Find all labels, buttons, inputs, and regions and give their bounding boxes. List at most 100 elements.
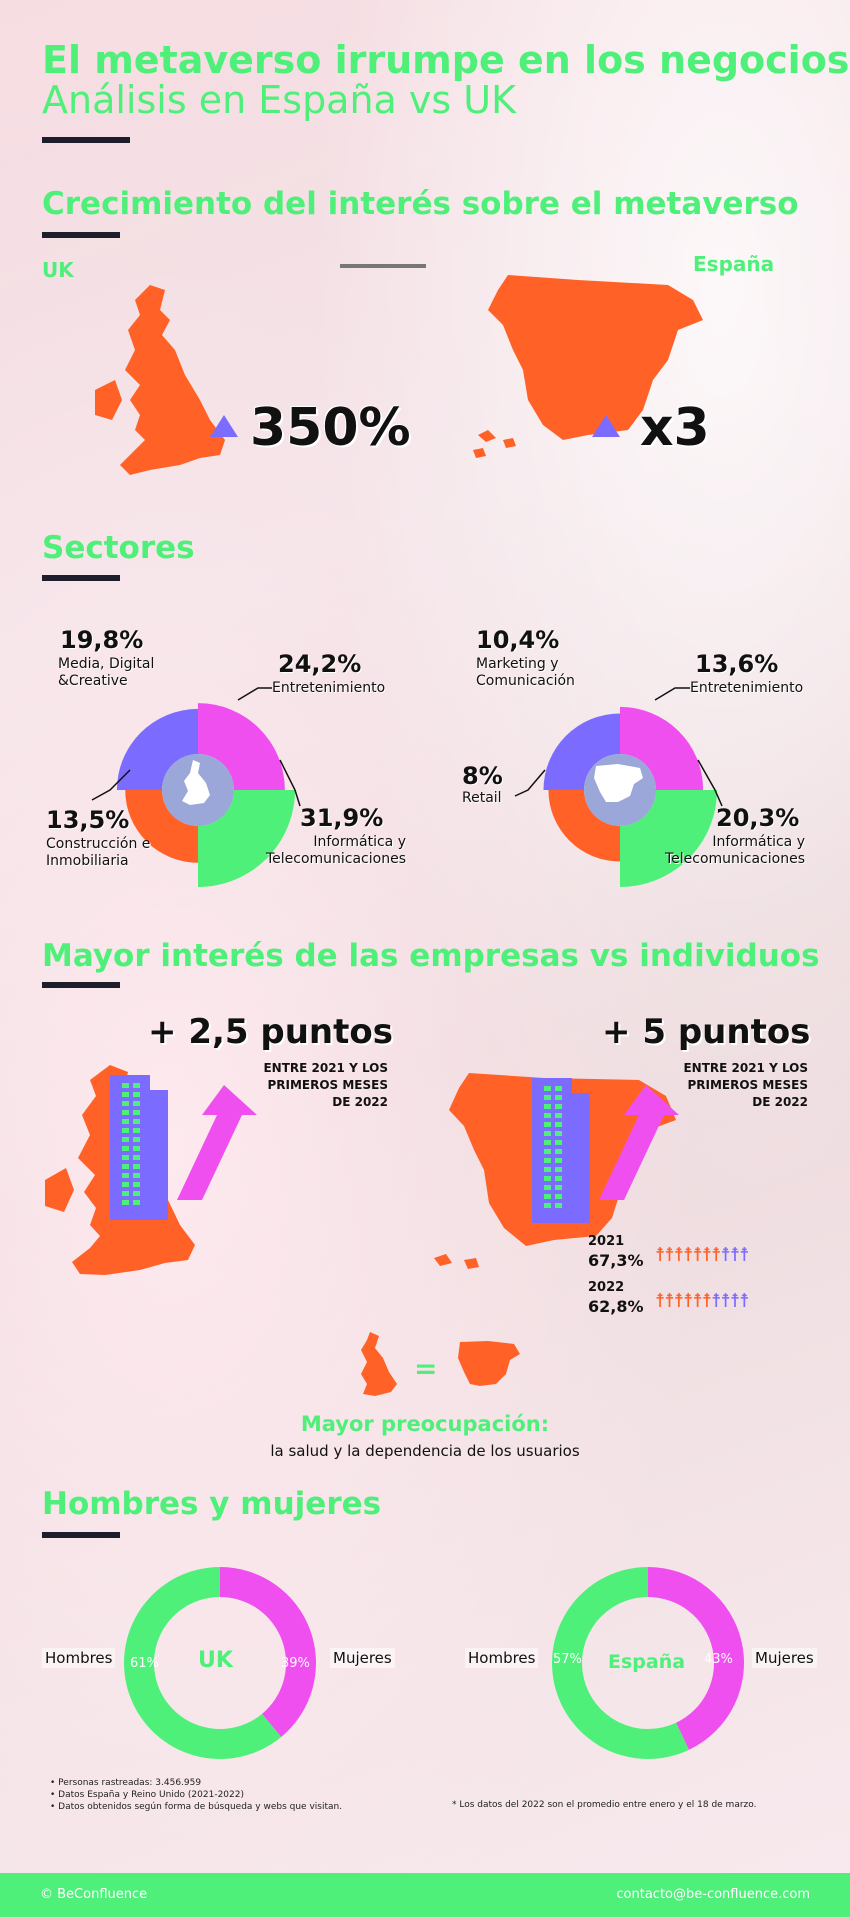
people-row-2022: ☨☨☨☨☨☨☨☨☨☨ <box>655 1290 750 1312</box>
es-men-pct: 57% <box>553 1652 582 1667</box>
building-window <box>544 1140 551 1145</box>
men-arc <box>552 1567 689 1759</box>
building-window <box>133 1110 140 1115</box>
companies-heading: Mayor interés de las empresas vs individ… <box>42 938 820 974</box>
person-icon: ☨ <box>739 1244 749 1266</box>
uk-map-small-icon <box>361 1332 397 1396</box>
building-window <box>555 1095 562 1100</box>
uk-gender-donut <box>124 1567 316 1759</box>
companies-underline <box>42 982 120 988</box>
building-window <box>544 1086 551 1091</box>
gender-heading: Hombres y mujeres <box>42 1486 382 1522</box>
spain-map-small-icon <box>458 1341 520 1386</box>
person-icon: ☨ <box>655 1244 665 1266</box>
person-icon: ☨ <box>720 1290 731 1312</box>
building-window <box>544 1095 551 1100</box>
note-line: • Datos obtenidos según forma de búsqued… <box>50 1802 343 1812</box>
building-window <box>544 1104 551 1109</box>
person-icon: ☨ <box>729 1290 740 1312</box>
year-2021-value: 67,3% <box>588 1251 644 1270</box>
building-window <box>122 1146 129 1151</box>
building-window <box>544 1113 551 1118</box>
building-window <box>133 1128 140 1133</box>
uk-women-label: Mujeres <box>330 1648 395 1668</box>
building-window <box>133 1191 140 1196</box>
uk-sector-pct-2: 24,2% <box>278 650 362 678</box>
spain-map-icon <box>473 275 703 458</box>
people-row-2021: ☨☨☨☨☨☨☨☨☨☨ <box>655 1244 750 1266</box>
person-icon: ☨ <box>673 1244 684 1266</box>
uk-period-line-1: ENTRE 2021 Y LOS <box>263 1061 388 1075</box>
uk-men-label: Hombres <box>42 1648 116 1668</box>
person-icon: ☨ <box>701 1290 712 1312</box>
es-sector-pct-1: 10,4% <box>476 626 560 654</box>
person-icon: ☨ <box>683 1244 693 1266</box>
uk-map-icon <box>95 285 225 475</box>
year-2022: 2022 <box>588 1280 625 1295</box>
building-window <box>122 1137 129 1142</box>
title-underline <box>42 137 130 143</box>
building-window <box>544 1176 551 1181</box>
note-line: • Datos España y Reino Unido (2021-2022) <box>50 1790 244 1800</box>
building-window <box>122 1155 129 1160</box>
year-2021: 2021 <box>588 1234 625 1249</box>
building-window <box>555 1203 562 1208</box>
person-icon: ☨ <box>692 1290 702 1312</box>
triangle-up-icon <box>592 415 620 437</box>
building-window <box>133 1164 140 1169</box>
person-icon: ☨ <box>701 1244 712 1266</box>
person-icon: ☨ <box>673 1290 684 1312</box>
building-window <box>544 1194 551 1199</box>
es-sector-pct-3: 20,3% <box>716 804 800 832</box>
uk-sector-label-2: Entretenimiento <box>272 680 386 696</box>
footer-email[interactable]: contacto@be-confluence.com <box>616 1887 810 1902</box>
building-window <box>555 1104 562 1109</box>
building-window <box>122 1092 129 1097</box>
uk-period-line-3: DE 2022 <box>332 1095 388 1109</box>
building-icon <box>110 1075 168 1220</box>
uk-sector-pct-1: 19,8% <box>60 626 144 654</box>
building-window <box>133 1092 140 1097</box>
building-window <box>544 1167 551 1172</box>
sector-wedge <box>116 708 198 790</box>
building-window <box>555 1185 562 1190</box>
es-sector-pct-2: 13,6% <box>695 650 779 678</box>
growth-uk-value: 350% <box>250 398 411 458</box>
building-window <box>133 1146 140 1151</box>
uk-period: ENTRE 2021 Y LOS PRIMEROS MESES DE 2022 <box>240 1060 388 1111</box>
uk-sector-pct-4: 13,5% <box>46 806 130 834</box>
building-window <box>544 1149 551 1154</box>
building-window <box>122 1200 129 1205</box>
person-icon: ☨ <box>739 1290 749 1312</box>
building-window <box>122 1182 129 1187</box>
es-gender-donut <box>552 1567 744 1759</box>
person-icon: ☨ <box>664 1244 674 1266</box>
es-men-label: Hombres <box>465 1648 539 1668</box>
spain-map-small-icon <box>594 764 643 802</box>
building-window <box>555 1113 562 1118</box>
arrow-up-icon <box>599 1085 679 1200</box>
year-2022-value: 62,8% <box>588 1297 644 1316</box>
notes-left: • Personas rastreadas: 3.456.959 • Datos… <box>50 1777 342 1813</box>
building-window <box>122 1191 129 1196</box>
building-window <box>555 1149 562 1154</box>
building-window <box>133 1137 140 1142</box>
building-window <box>555 1167 562 1172</box>
es-period-line-3: DE 2022 <box>752 1095 808 1109</box>
sectors-underline <box>42 575 120 581</box>
building-window <box>122 1173 129 1178</box>
es-women-label: Mujeres <box>752 1648 817 1668</box>
building-window <box>544 1122 551 1127</box>
sector-wedge <box>198 703 285 790</box>
building-window <box>555 1158 562 1163</box>
building-window <box>122 1083 129 1088</box>
sector-wedge <box>548 790 620 862</box>
person-icon: ☨ <box>683 1290 693 1312</box>
uk-map-small-icon <box>182 760 210 805</box>
building-window <box>555 1131 562 1136</box>
person-icon: ☨ <box>711 1290 721 1312</box>
concern-title: Mayor preocupación: <box>300 1412 550 1436</box>
building-window <box>544 1203 551 1208</box>
es-sector-label-2: Entretenimiento <box>690 680 804 696</box>
building-window <box>133 1101 140 1106</box>
